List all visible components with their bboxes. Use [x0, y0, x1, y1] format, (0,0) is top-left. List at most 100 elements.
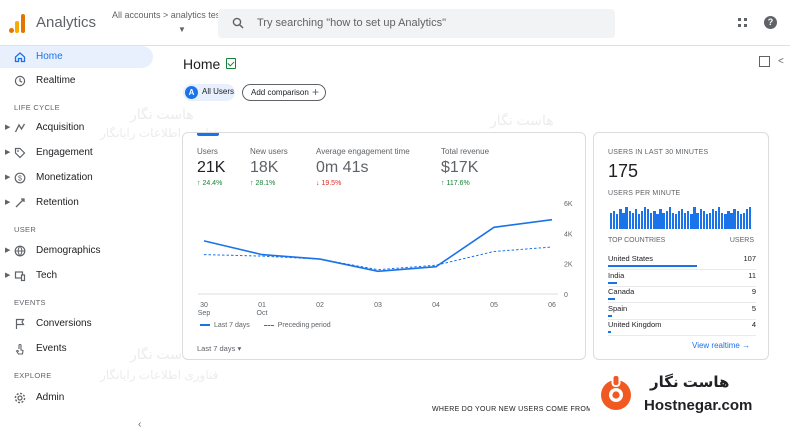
sidebar-item-retention[interactable]: ▶ Retention [0, 192, 153, 214]
country-share-bar [608, 331, 611, 333]
country-row[interactable]: Canada 9 [608, 287, 756, 304]
per-minute-bar [637, 214, 641, 229]
expand-arrow-icon[interactable]: ▶ [5, 149, 11, 156]
realtime-heading: USERS IN LAST 30 MINUTES [608, 149, 709, 156]
sidebar: Home Realtime LIFE CYCLE ▶ Acquisition ▶… [0, 46, 160, 430]
sidebar-item-realtime[interactable]: Realtime [0, 70, 153, 92]
sidebar-item-label: Retention [36, 197, 79, 208]
sidebar-item-label: Demographics [36, 245, 101, 256]
row-divider [608, 302, 756, 303]
top-bar: Analytics All accounts > analytics test … [0, 0, 790, 46]
search-bar[interactable]: Try searching "how to set up Analytics" [218, 9, 615, 38]
watermark-text: هاست نگار [490, 112, 554, 128]
per-minute-bar [718, 207, 721, 229]
per-minute-bar [736, 210, 739, 229]
per-minute-bar [696, 212, 699, 229]
country-row[interactable]: United Kingdom 4 [608, 320, 756, 337]
search-input[interactable]: Try searching "how to set up Analytics" [257, 17, 446, 29]
per-minute-bar [714, 210, 718, 229]
per-minute-bar [622, 212, 625, 229]
sidebar-item-label: Tech [36, 270, 58, 281]
sidebar-item-label: Home [36, 51, 63, 62]
per-minute-bar [674, 214, 678, 229]
x-tick-label: 06 [548, 302, 556, 309]
help-icon[interactable]: ? [764, 16, 777, 29]
country-row[interactable]: India 11 [608, 271, 756, 288]
metric-change: ↑ 28.1% [250, 180, 276, 187]
collapse-sidebar-icon[interactable]: ‹ [138, 419, 142, 430]
expand-arrow-icon[interactable]: ▶ [5, 199, 11, 206]
per-minute-bar [671, 212, 675, 229]
x-tick-label: Oct [257, 310, 268, 317]
metric-label: Average engagement time [316, 147, 410, 156]
sidebar-item-monetization[interactable]: ▶ $ Monetization [0, 167, 153, 189]
per-minute-bar [634, 208, 637, 229]
per-minute-bar [742, 212, 746, 229]
sidebar-item-events[interactable]: Events [0, 338, 153, 360]
verified-check-icon[interactable] [226, 58, 236, 69]
sidebar-item-conversions[interactable]: Conversions [0, 313, 153, 335]
col-header-users: USERS [729, 237, 754, 244]
per-minute-bar [628, 210, 631, 229]
devices-icon [14, 271, 26, 282]
acquisition-icon [14, 123, 26, 133]
row-divider [608, 335, 756, 336]
per-minute-bar [677, 210, 681, 229]
edit-report-icon[interactable] [759, 56, 770, 67]
x-tick-label: 04 [432, 302, 440, 309]
sidebar-item-label: Monetization [36, 172, 93, 183]
sidebar-item-home[interactable]: Home [0, 46, 153, 68]
all-users-chip[interactable]: A All Users [183, 84, 235, 101]
per-minute-bar [708, 212, 712, 229]
expand-arrow-icon[interactable]: ▶ [5, 124, 11, 131]
section-lifecycle: LIFE CYCLE [14, 103, 60, 112]
add-comparison-button[interactable]: Add comparison + [242, 84, 326, 101]
retention-icon [15, 198, 25, 208]
per-minute-bar [711, 208, 715, 229]
per-minute-bar [687, 210, 690, 229]
sidebar-item-admin[interactable]: Admin [0, 387, 153, 409]
country-users: 5 [751, 303, 756, 313]
app-title[interactable]: Analytics [36, 14, 97, 31]
country-share-bar [608, 265, 697, 267]
dollar-icon: $ [14, 172, 26, 184]
per-minute-bar [727, 210, 730, 229]
x-tick-label: 05 [490, 302, 498, 309]
sidebar-item-engagement[interactable]: ▶ Engagement [0, 142, 153, 164]
country-row[interactable]: Spain 5 [608, 304, 756, 321]
per-minute-bar [668, 207, 671, 229]
chevron-down-icon[interactable]: ▼ [178, 25, 186, 34]
search-icon [232, 17, 244, 29]
country-users: 107 [743, 254, 756, 263]
sidebar-item-tech[interactable]: ▶ Tech [0, 265, 153, 287]
series-line-last-7-days [203, 218, 553, 273]
account-selector[interactable]: All accounts > analytics test [112, 10, 223, 20]
section-explore: EXPLORE [14, 371, 52, 380]
expand-arrow-icon[interactable]: ▶ [5, 272, 11, 279]
expand-arrow-icon[interactable]: ▶ [5, 247, 11, 254]
metric-label: New users [250, 147, 288, 156]
sidebar-item-label: Conversions [36, 318, 92, 329]
per-minute-bar [724, 214, 727, 229]
sidebar-item-demographics[interactable]: ▶ Demographics [0, 240, 153, 262]
expand-arrow-icon[interactable]: ▶ [5, 174, 11, 181]
date-range-selector[interactable]: Last 7 days ▾ [197, 344, 242, 353]
selected-metric-indicator [197, 133, 219, 136]
country-row[interactable]: United States 107 [608, 254, 756, 271]
watermark-text: فناوری اطلاعات رایانگار [100, 368, 219, 382]
country-users: 11 [748, 270, 756, 280]
per-minute-bar [699, 208, 702, 229]
metric-change: ↓ 19.5% [316, 180, 342, 187]
share-icon[interactable]: < [778, 56, 784, 67]
sidebar-item-acquisition[interactable]: ▶ Acquisition [0, 117, 153, 139]
page-title: Home [183, 56, 221, 72]
y-tick-label: 6K [564, 201, 573, 208]
analytics-logo-icon[interactable] [9, 13, 27, 33]
view-realtime-link[interactable]: View realtime → [692, 341, 751, 350]
col-header-country: TOP COUNTRIES [608, 237, 666, 244]
country-users: 9 [751, 287, 756, 296]
apps-grid-icon[interactable] [738, 18, 748, 28]
metric-change: ↑ 24.4% [197, 180, 223, 187]
x-tick-label: 03 [374, 302, 382, 309]
country-name: United Kingdom [608, 320, 662, 329]
